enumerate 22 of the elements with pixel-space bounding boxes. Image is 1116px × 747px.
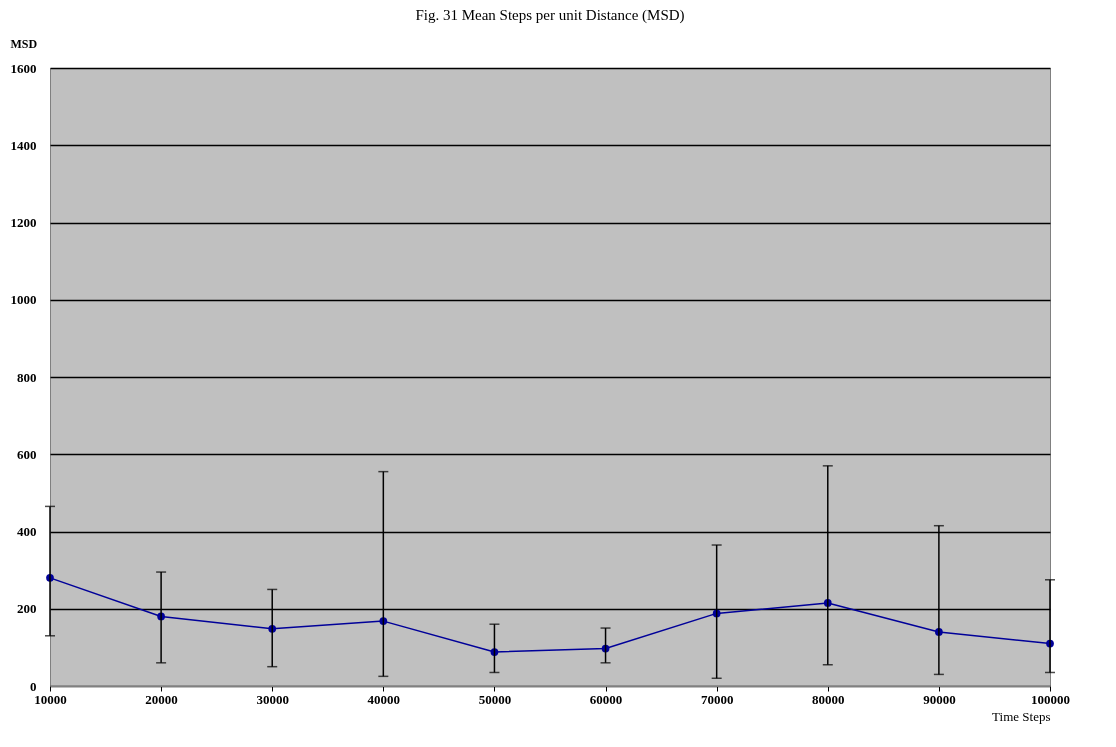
x-tick-label: 70000 xyxy=(700,691,734,707)
chart-title: Fig. 31 Mean Steps per unit Distance (MSD) xyxy=(415,7,685,24)
x-tick-label: 100000 xyxy=(1031,691,1070,707)
y-tick-label: 1400 xyxy=(10,137,37,153)
y-tick-label: 1600 xyxy=(10,60,37,76)
y-tick-label: 0 xyxy=(30,678,37,694)
x-tick-label: 90000 xyxy=(923,691,956,707)
x-tick-label: 10000 xyxy=(34,691,67,707)
y-axis-title: MSD xyxy=(10,36,38,51)
y-tick-label: 200 xyxy=(17,601,37,617)
y-tick-label: 600 xyxy=(17,446,37,462)
x-axis-title: Time Steps xyxy=(992,708,1051,724)
x-tick-label: 20000 xyxy=(145,691,178,707)
y-tick-label: 800 xyxy=(17,369,37,385)
y-tick-label: 400 xyxy=(17,524,37,539)
y-tick-label: 1200 xyxy=(10,215,37,230)
x-tick-label: 50000 xyxy=(478,691,512,707)
x-tick-label: 40000 xyxy=(367,691,401,707)
x-tick-label: 60000 xyxy=(589,691,623,707)
y-tick-label: 1000 xyxy=(10,292,37,308)
x-tick-label: 80000 xyxy=(812,691,845,707)
x-tick-label: 30000 xyxy=(256,691,289,707)
